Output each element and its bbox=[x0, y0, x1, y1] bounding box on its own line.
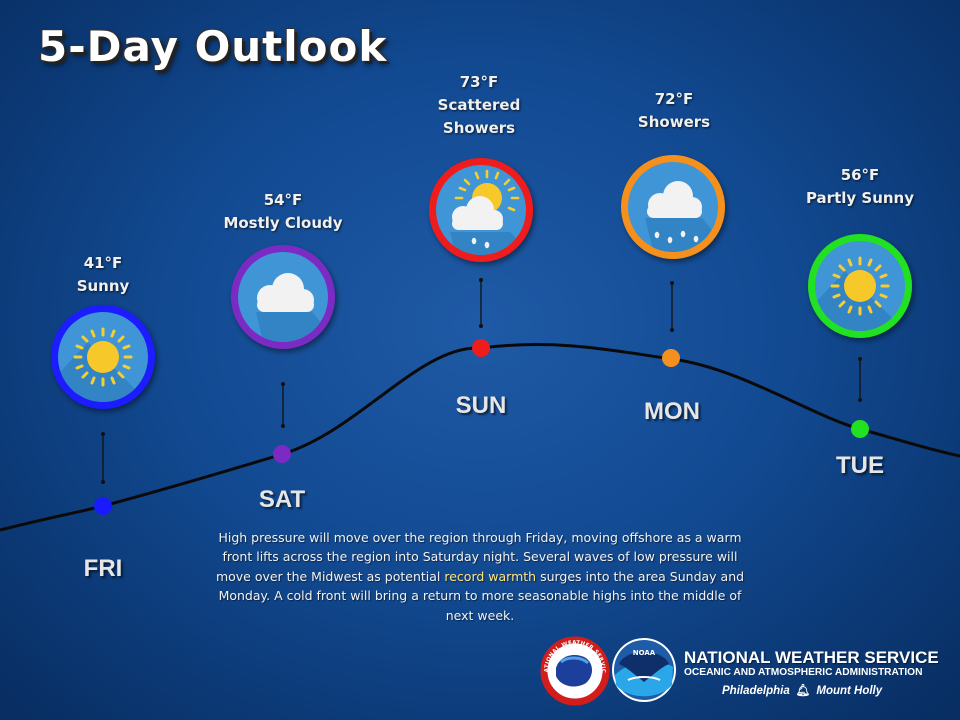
day-label-tue: TUE bbox=[836, 452, 884, 479]
sun-cloud-rain-icon bbox=[429, 158, 533, 262]
condition-tue: Partly Sunny bbox=[805, 189, 915, 207]
condition-mon: Showers bbox=[637, 113, 711, 131]
temp-fri: 41°F bbox=[83, 254, 123, 272]
office-philadelphia: Philadelphia bbox=[722, 685, 790, 697]
summary-text-2: surges into the area Sunday and Monday. … bbox=[218, 568, 745, 623]
office-mount-holly: Mount Holly bbox=[816, 685, 883, 697]
forecast-sun: 73°F Scattered Showers bbox=[389, 71, 569, 140]
sun-icon bbox=[808, 234, 912, 338]
temp-tue: 56°F bbox=[840, 166, 880, 184]
condition-sat: Mostly Cloudy bbox=[223, 214, 343, 232]
marker-sat bbox=[273, 445, 291, 463]
temp-sat: 54°F bbox=[263, 191, 303, 209]
temp-mon: 72°F bbox=[654, 90, 694, 108]
day-label-fri: FRI bbox=[83, 555, 123, 582]
forecast-fri: 41°F Sunny bbox=[13, 252, 193, 298]
marker-sun bbox=[472, 339, 490, 357]
temp-sun: 73°F bbox=[459, 73, 499, 91]
summary-text-1: High pressure will move over the region … bbox=[215, 530, 742, 584]
forecast-summary: High pressure will move over the region … bbox=[212, 528, 748, 625]
parent-agency-name: OCEANIC AND ATMOSPHERIC ADMINISTRATION bbox=[684, 667, 923, 678]
day-label-sat: SAT bbox=[258, 486, 306, 513]
day-label-sun: SUN bbox=[455, 392, 507, 419]
page-title: 5-Day Outlook bbox=[38, 22, 388, 71]
marker-tue bbox=[851, 420, 869, 438]
marker-fri bbox=[94, 497, 112, 515]
condition-fri: Sunny bbox=[76, 277, 130, 295]
forecast-mon: 72°F Showers bbox=[584, 88, 764, 134]
condition-sun-line2: Showers bbox=[442, 119, 516, 137]
agency-name: NATIONAL WEATHER SERVICE bbox=[684, 648, 939, 667]
rain-cloud-icon bbox=[621, 155, 725, 259]
summary-highlight: record warmth bbox=[444, 568, 537, 584]
liberty-bell-icon: 🔔︎ bbox=[795, 685, 811, 697]
connector-lines bbox=[102, 280, 861, 482]
cloud-icon bbox=[231, 245, 335, 349]
office-locations: Philadelphia 🔔︎ Mount Holly bbox=[722, 683, 922, 697]
condition-sun-line1: Scattered bbox=[437, 96, 521, 114]
forecast-sat: 54°F Mostly Cloudy bbox=[193, 189, 373, 235]
day-label-mon: MON bbox=[644, 398, 700, 425]
marker-mon bbox=[662, 349, 680, 367]
sun-icon bbox=[51, 305, 155, 409]
forecast-tue: 56°F Partly Sunny bbox=[770, 164, 950, 210]
